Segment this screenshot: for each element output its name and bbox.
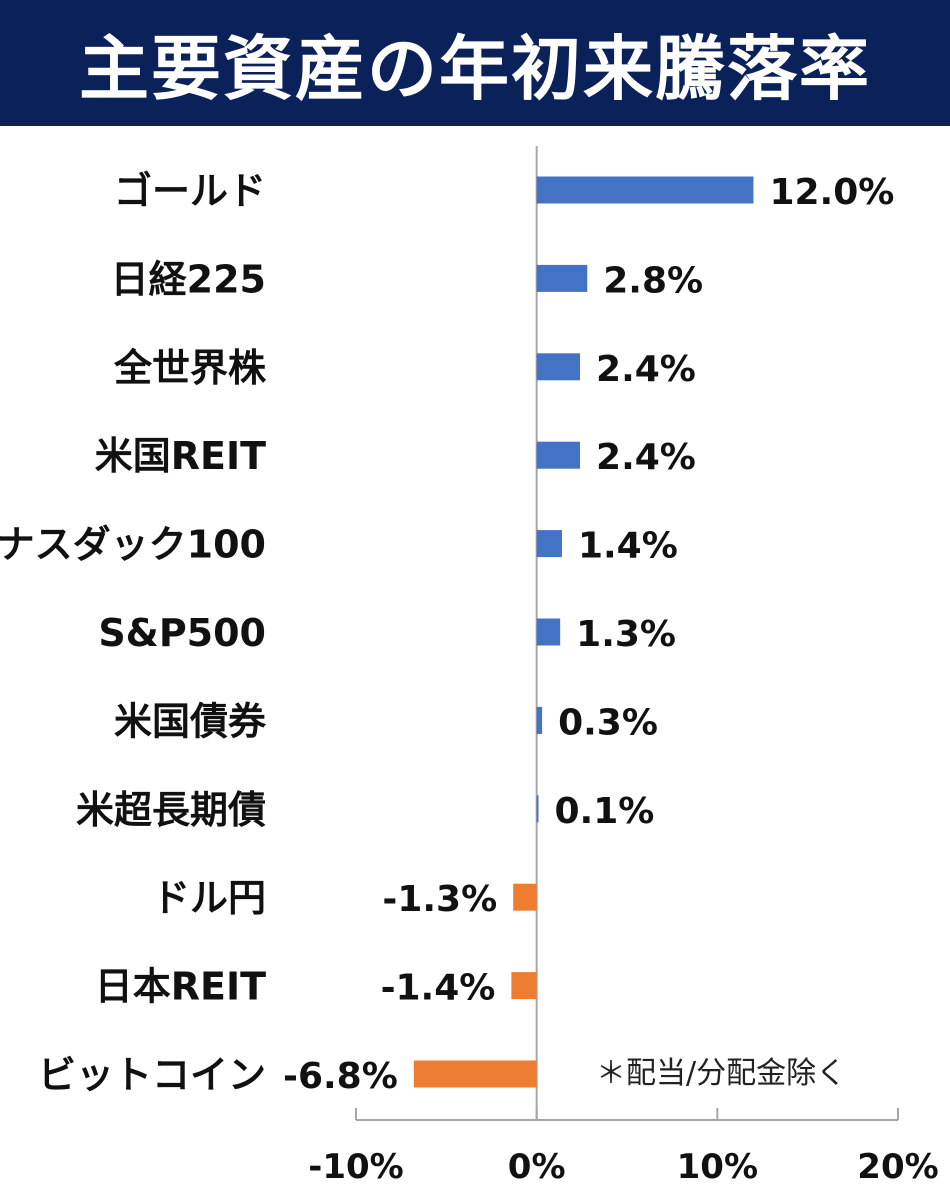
category-label: 米超長期債 [76,788,266,832]
category-label: S&P500 [98,611,266,655]
bar [536,176,754,204]
bar [511,972,537,1000]
value-label: -1.4% [381,968,496,1009]
category-label: 日経225 [111,257,266,301]
value-label: 12.0% [769,172,894,213]
value-label: 2.8% [603,260,703,301]
bar [536,441,581,469]
x-tick-label: -10% [308,1147,404,1187]
value-label: 0.3% [558,702,658,743]
category-label: ゴールド [114,169,266,213]
bar [536,618,561,646]
category-label: ドル円 [152,876,266,920]
category-label: 米国債券 [114,699,267,743]
value-label: -1.3% [382,879,497,920]
category-label: ナスダック100 [0,523,266,567]
value-label: 2.4% [596,349,696,390]
category-label: 日本REIT [95,965,266,1009]
bar [536,353,581,381]
chart-title: 主要資産の年初来騰落率 [79,27,871,110]
x-tick-label: 20% [857,1147,938,1187]
value-label: 1.4% [578,526,678,567]
x-tick-label: 0% [508,1147,566,1187]
bar [536,795,539,823]
bar [536,264,588,292]
value-label: -6.8% [283,1056,398,1097]
value-label: 2.4% [596,437,696,478]
value-label: 1.3% [576,614,676,655]
bar [536,706,543,734]
bar [413,1060,537,1088]
value-label: 0.1% [554,791,654,832]
category-label: 全世界株 [113,346,267,390]
chart-header: 主要資産の年初来騰落率 [0,0,950,126]
bar [536,530,562,558]
x-tick-label: 10% [677,1147,758,1187]
footnote: ＊配当/分配金除く [596,1056,847,1091]
category-label: 米国REIT [95,434,266,478]
category-label: ビットコイン [38,1053,266,1097]
bar [513,883,537,911]
